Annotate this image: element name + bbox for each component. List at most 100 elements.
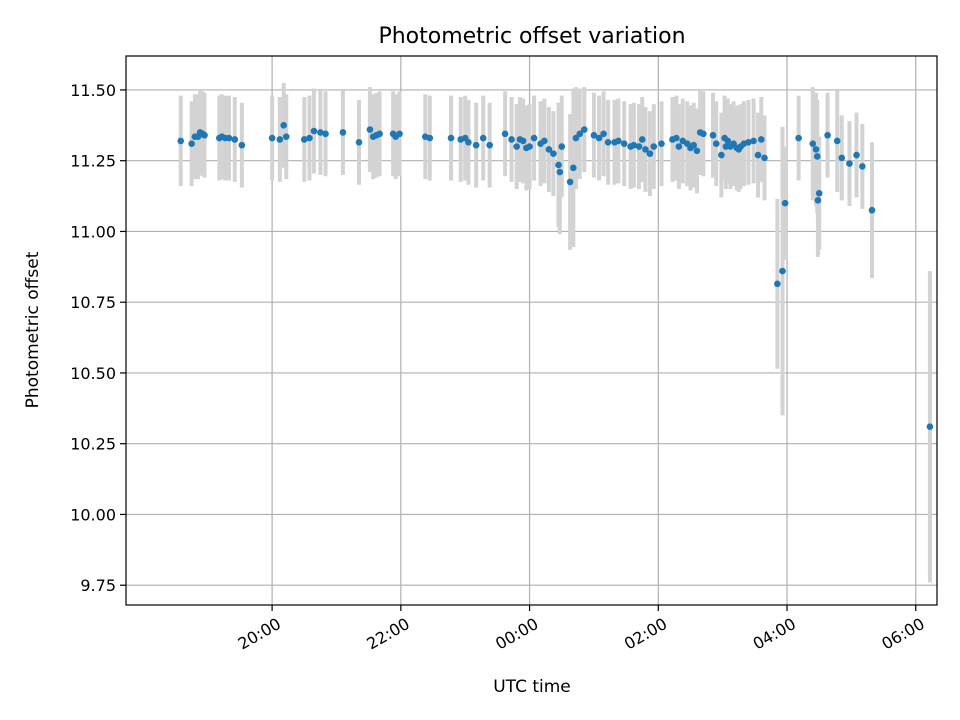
data-point <box>486 141 493 149</box>
data-point <box>376 130 383 138</box>
data-point <box>519 137 527 145</box>
data-point <box>508 136 515 143</box>
data-point <box>306 134 313 142</box>
data-point <box>300 136 308 143</box>
data-point <box>824 131 831 139</box>
data-point <box>513 143 520 150</box>
data-point <box>675 143 683 150</box>
data-point <box>310 127 318 135</box>
y-tick-label: 11.50 <box>70 81 116 100</box>
data-point <box>638 136 646 143</box>
data-point <box>280 122 287 129</box>
y-tick-label: 11.25 <box>70 152 116 171</box>
data-point <box>396 130 403 138</box>
data-point <box>724 137 732 145</box>
data-point <box>690 141 697 149</box>
data-point <box>754 151 762 159</box>
data-point <box>268 134 276 142</box>
data-point <box>550 150 557 157</box>
data-point <box>745 139 752 146</box>
data-point <box>282 133 290 140</box>
data-point <box>761 154 768 162</box>
data-point <box>555 161 562 169</box>
data-point <box>712 140 720 148</box>
chart-title: Photometric offset variation <box>378 24 685 49</box>
data-point <box>833 137 841 145</box>
data-point <box>779 267 786 275</box>
data-point <box>576 130 584 138</box>
y-tick-label: 10.00 <box>70 505 116 524</box>
data-point <box>231 136 239 143</box>
data-point <box>868 206 876 214</box>
data-point <box>595 134 603 142</box>
y-tick-label: 9.75 <box>80 576 116 595</box>
data-point <box>188 140 195 148</box>
data-point <box>859 163 866 170</box>
data-point <box>570 164 577 172</box>
data-point <box>590 131 598 139</box>
data-point <box>566 178 574 186</box>
data-point <box>501 130 509 138</box>
data-point <box>853 151 860 159</box>
data-point <box>642 146 649 153</box>
data-point <box>635 143 643 150</box>
data-point <box>700 130 707 138</box>
data-point <box>709 131 717 139</box>
data-point <box>693 147 701 155</box>
data-point <box>813 153 821 160</box>
axis-ticks: 9.7510.0010.2510.5010.7511.0011.2511.502… <box>70 81 928 654</box>
data-point <box>447 134 455 142</box>
plot-frame <box>125 55 938 606</box>
data-point <box>177 137 185 145</box>
data-point <box>781 199 789 207</box>
y-tick-label: 11.00 <box>70 222 116 241</box>
data-point <box>479 134 487 142</box>
data-point <box>795 134 802 142</box>
data-point <box>201 131 208 139</box>
data-point <box>750 137 757 145</box>
data-point <box>322 130 329 138</box>
data-point <box>620 140 628 148</box>
data-point <box>526 143 533 150</box>
data-point <box>238 141 246 149</box>
data-point <box>630 141 638 149</box>
data-point <box>646 150 654 157</box>
data-point <box>658 140 665 148</box>
data-point <box>604 139 612 146</box>
data-point <box>465 139 472 146</box>
data-point <box>472 141 480 149</box>
data-point <box>317 129 324 136</box>
data-point <box>814 197 822 204</box>
y-tick-label: 10.75 <box>70 293 116 312</box>
data-point <box>355 139 363 146</box>
y-tick-label: 10.25 <box>70 435 116 454</box>
data-point <box>718 151 725 159</box>
data-point <box>572 134 580 142</box>
data-point <box>366 126 374 133</box>
data-point <box>600 130 607 138</box>
data-point <box>812 146 820 153</box>
data-point <box>530 134 538 142</box>
data-point <box>541 137 548 145</box>
data-point <box>838 154 846 162</box>
y-axis-label: Photometric offset <box>23 251 43 408</box>
data-point <box>815 189 823 197</box>
y-tick-label: 10.50 <box>70 364 116 383</box>
data-point <box>545 146 553 153</box>
x-axis-label: UTC time <box>493 677 571 697</box>
data-point <box>926 423 934 431</box>
data-point <box>556 168 564 176</box>
data-point <box>339 129 347 136</box>
data-point <box>673 134 680 142</box>
data-point <box>580 126 588 133</box>
data-point <box>809 140 817 148</box>
data-point <box>225 134 233 142</box>
data-point <box>426 134 434 142</box>
data-point <box>774 280 781 288</box>
data-point <box>615 137 622 145</box>
data-point <box>650 143 658 150</box>
data-point <box>276 136 284 143</box>
data-point <box>757 136 765 143</box>
data-point <box>846 160 853 167</box>
